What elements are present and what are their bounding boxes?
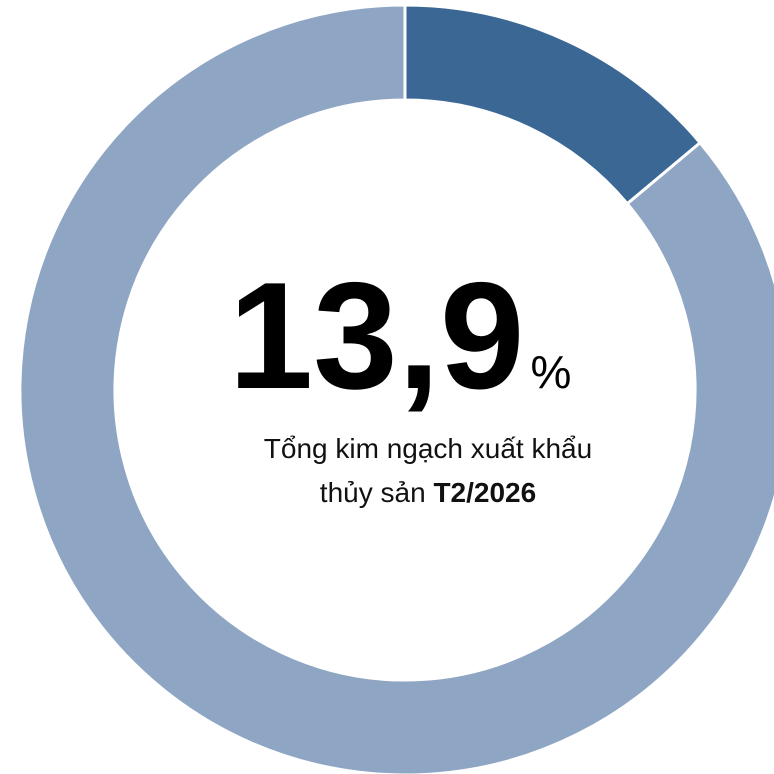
subtitle-line: thủy sản T2/2026 — [320, 477, 536, 508]
donut-segment — [403, 3, 703, 206]
center-value-number: 13,9 — [229, 251, 525, 421]
donut — [18, 3, 774, 774]
subtitle-line: thủy sản — [320, 477, 426, 508]
center-value: 13,9% — [229, 251, 572, 421]
period: T2/2026 — [433, 477, 536, 508]
subtitle-line: Tổng kim ngạch xuất khẩu — [264, 433, 592, 464]
center-value-unit: % — [530, 346, 571, 398]
donut-segment — [18, 3, 774, 774]
